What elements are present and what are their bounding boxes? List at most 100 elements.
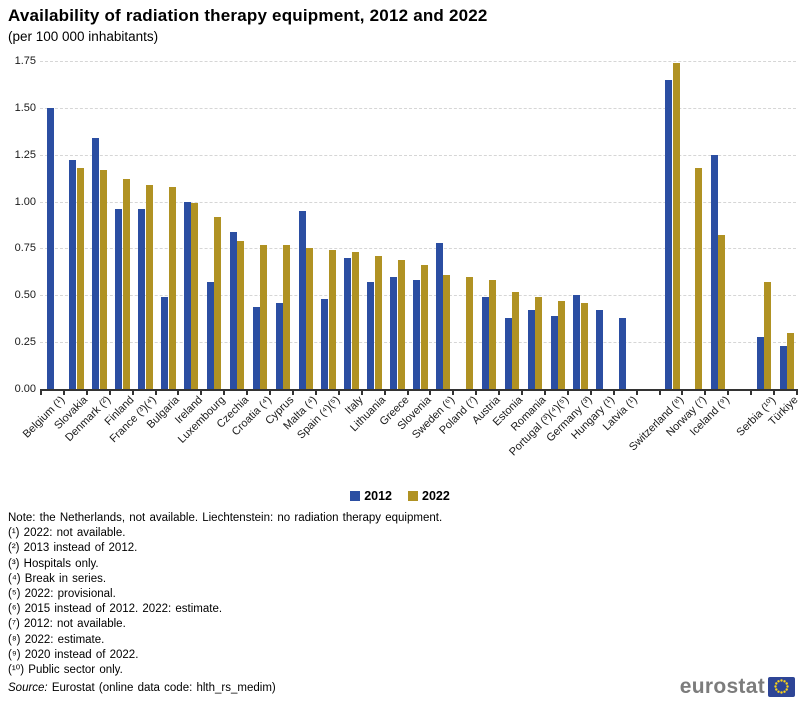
gridline [40, 107, 796, 109]
bar-2022 [191, 203, 199, 389]
bar-2012 [344, 257, 352, 389]
bar-2022 [535, 297, 543, 389]
note-line: (¹) 2022: not available. [8, 527, 126, 540]
y-axis-tick-label: 1.75 [14, 55, 36, 67]
note-line: (⁴) Break in series. [8, 572, 107, 585]
x-axis-tick [292, 391, 294, 395]
note-line: (⁶) 2015 instead of 2012. 2022: estimate… [8, 603, 223, 616]
x-axis-tick [177, 391, 180, 395]
bar-2022 [695, 167, 703, 389]
bar-2012 [206, 282, 214, 389]
bar-2022 [489, 280, 497, 389]
x-axis-tick [566, 391, 569, 395]
bar-2012 [46, 107, 54, 389]
eurostat-logo-text: eurostat [679, 675, 765, 698]
bar-2022 [420, 265, 428, 389]
legend-item-2012: 2012 [350, 489, 392, 503]
note-line: (⁷) 2012: not available. [8, 618, 126, 631]
legend: 2012 2022 [0, 489, 800, 503]
x-axis-tick [521, 391, 524, 395]
y-axis-tick-label: 0.75 [14, 242, 36, 255]
bar-2012 [275, 302, 283, 389]
bar-2022 [718, 235, 726, 389]
bar-2012 [92, 137, 100, 389]
x-axis-tick [475, 391, 478, 395]
x-axis-tick [314, 391, 317, 395]
x-axis-tick [200, 391, 203, 395]
x-axis-tick [750, 391, 753, 395]
x-axis-tick [429, 391, 432, 395]
note-line: Note: the Netherlands, not available. Li… [8, 512, 443, 524]
bar-2012 [756, 336, 764, 389]
bar-2012 [550, 315, 558, 389]
x-axis-tick [360, 391, 363, 395]
legend-item-2022: 2022 [408, 489, 450, 503]
x-axis-tick [108, 391, 111, 395]
note-line: (¹⁰) Public sector only. [8, 664, 123, 677]
page-title: Availability of radiation therapy equipm… [8, 6, 488, 25]
note-line: (⁹) 2020 instead of 2022. [8, 648, 139, 661]
bar-2022 [764, 282, 772, 389]
x-axis-tick [62, 391, 65, 395]
x-axis-tick [40, 391, 42, 395]
x-axis-tick [154, 391, 157, 395]
bar-2012 [183, 201, 191, 389]
bar-2012 [596, 310, 604, 389]
x-axis-tick [796, 391, 798, 395]
bar-2022 [145, 184, 153, 389]
bar-2012 [161, 297, 169, 389]
x-axis-tick [246, 391, 249, 395]
bar-2012 [435, 242, 443, 389]
gridline [40, 61, 796, 62]
legend-label-2012: 2012 [364, 489, 392, 503]
bar-2012 [390, 276, 398, 389]
note-line: (³) Hospitals only. [8, 557, 99, 570]
note-line: (²) 2013 instead of 2012. [8, 542, 138, 555]
x-axis-tick [337, 391, 340, 395]
notes-block: Note: the Netherlands, not available. Li… [8, 511, 442, 696]
y-axis-tick-label: 0.25 [14, 336, 36, 349]
eu-flag-icon [768, 676, 795, 697]
bar-2012 [619, 317, 627, 389]
bar-2012 [527, 310, 535, 389]
bar-2022 [99, 169, 107, 389]
x-axis-tick [544, 391, 546, 395]
bar-2012 [573, 295, 581, 389]
source-line: Source: Eurostat (online data code: hlth… [8, 681, 442, 696]
bar-2012 [115, 209, 123, 389]
y-axis-tick-label: 1.25 [14, 148, 36, 161]
bar-2022 [397, 259, 405, 389]
bar-2022 [512, 291, 520, 389]
bar-2012 [504, 317, 512, 389]
x-axis-tick [704, 391, 707, 395]
bar-2012 [481, 297, 489, 389]
bar-2022 [328, 250, 336, 389]
bar-2012 [298, 210, 306, 389]
bar-2022 [283, 244, 291, 389]
x-axis-tick [131, 391, 134, 395]
y-axis-tick-label: 1.50 [14, 101, 36, 114]
bar-2022 [443, 274, 451, 389]
note-line: (⁵) 2022: provisional. [8, 588, 116, 601]
bar-2022 [237, 240, 245, 389]
x-axis-tick [727, 391, 730, 395]
x-axis-line [40, 389, 798, 391]
footnote-lines: Note: the Netherlands, not available. Li… [8, 511, 442, 678]
eurostat-logo: eurostat [680, 676, 795, 697]
bar-2012 [710, 154, 718, 389]
bar-2022 [466, 276, 474, 389]
bar-2012 [413, 280, 421, 389]
bar-2022 [306, 248, 313, 389]
bar-2022 [214, 216, 222, 389]
x-axis-tick [498, 391, 501, 395]
x-axis-tick [452, 391, 455, 395]
page-subtitle: (per 100 000 inhabitants) [8, 29, 159, 44]
x-axis-tick [773, 391, 776, 395]
bar-2022 [260, 244, 268, 389]
bar-2012 [229, 231, 237, 389]
bar-2022 [672, 62, 680, 389]
legend-swatch-2012 [350, 491, 361, 501]
x-axis-tick [658, 391, 661, 395]
